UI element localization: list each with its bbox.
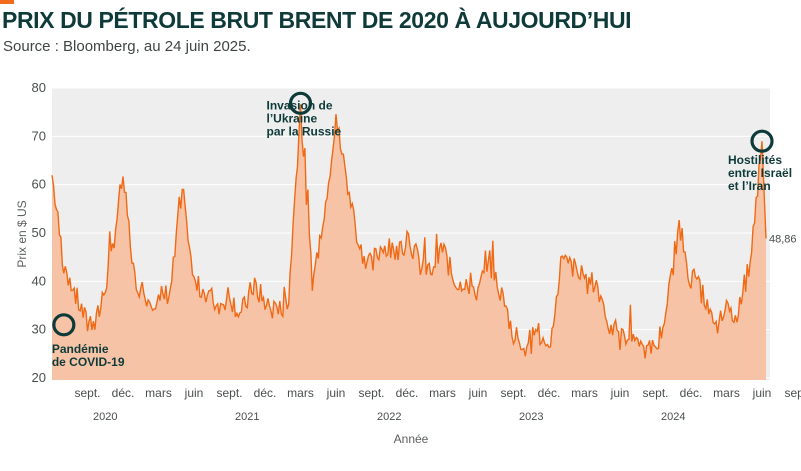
y-tick-label: 60 bbox=[32, 177, 46, 192]
x-tick-label: juin bbox=[326, 386, 346, 400]
page-subtitle: Source : Bloomberg, au 24 juin 2025. bbox=[3, 38, 251, 55]
year-label: 2021 bbox=[235, 411, 259, 423]
last-value-label: 48,86 bbox=[769, 234, 797, 246]
y-axis-ticks: 20 30 40 50 60 70 80 bbox=[32, 80, 46, 385]
x-tick-label: juin bbox=[610, 386, 630, 400]
y-tick-label: 80 bbox=[32, 80, 46, 95]
x-tick-label: mars bbox=[429, 386, 456, 400]
x-tick-label: sept. bbox=[500, 386, 526, 400]
x-tick-label: déc. bbox=[538, 386, 561, 400]
year-label: 2023 bbox=[519, 411, 543, 423]
y-tick-label: 30 bbox=[32, 322, 46, 337]
annotation-text: Hostilités bbox=[728, 153, 782, 167]
page-title: PRIX DU PÉTROLE BRUT BRENT DE 2020 À AUJ… bbox=[2, 7, 632, 33]
event-marker bbox=[288, 91, 313, 115]
x-axis-title: Année bbox=[394, 432, 429, 446]
annotation-text: et l’Iran bbox=[728, 179, 771, 193]
y-axis-title: Prix en $ US bbox=[15, 200, 29, 267]
y-tick-label: 40 bbox=[32, 273, 46, 288]
x-tick-label: déc. bbox=[254, 386, 277, 400]
event-marker bbox=[750, 129, 774, 153]
annotation-text: par la Russie bbox=[267, 124, 342, 138]
x-tick-label: juin bbox=[184, 386, 204, 400]
accent-bar bbox=[0, 0, 14, 4]
x-tick-label: déc. bbox=[112, 386, 135, 400]
y-tick-label: 20 bbox=[32, 370, 46, 385]
annotation-text: entre Israël bbox=[728, 166, 792, 180]
annotation-text: Pandémie bbox=[52, 342, 109, 356]
year-label: 2022 bbox=[377, 411, 401, 423]
price-line bbox=[51, 104, 767, 359]
x-tick-label: déc. bbox=[396, 386, 419, 400]
x-tick-label: sept. bbox=[358, 386, 384, 400]
x-axis-year-labels: 202020212022202320242025 bbox=[93, 411, 685, 423]
x-tick-label: juin bbox=[468, 386, 488, 400]
y-tick-label: 70 bbox=[32, 128, 46, 143]
x-tick-label: mars bbox=[287, 386, 314, 400]
x-tick-label: juin bbox=[752, 386, 772, 400]
x-tick-label: mars bbox=[571, 386, 598, 400]
year-label: 2024 bbox=[661, 411, 685, 423]
x-tick-label: sept. bbox=[784, 386, 801, 400]
event-marker bbox=[52, 313, 76, 337]
x-tick-label: sept. bbox=[216, 386, 242, 400]
annotation-text: Invasion de bbox=[267, 98, 333, 112]
x-axis-month-ticks: sept. déc. mars juin sept. déc. mars juin sept. d… bbox=[74, 386, 801, 400]
y-tick-label: 50 bbox=[32, 225, 46, 240]
x-tick-label: mars bbox=[713, 386, 740, 400]
annotation-text: l’Ukraine bbox=[267, 111, 318, 125]
x-tick-label: sept. bbox=[642, 386, 668, 400]
x-tick-label: déc. bbox=[680, 386, 703, 400]
year-label: 2020 bbox=[93, 411, 117, 423]
x-tick-label: sept. bbox=[74, 386, 100, 400]
x-tick-label: mars bbox=[145, 386, 172, 400]
annotation-text: de COVID-19 bbox=[52, 355, 125, 369]
